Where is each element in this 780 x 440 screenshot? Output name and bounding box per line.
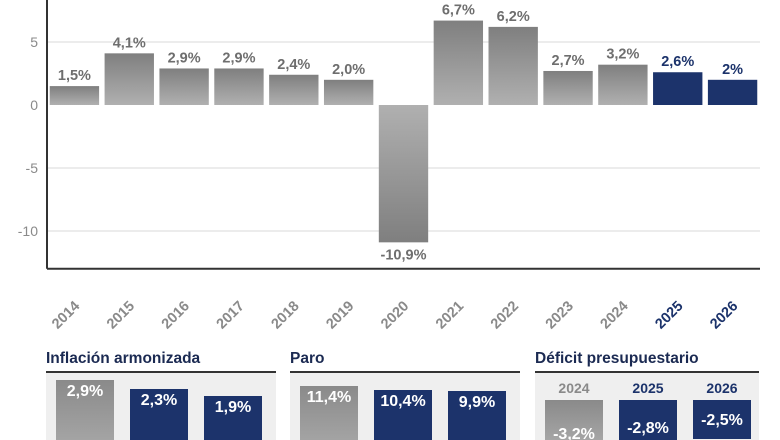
y-axis: 5 0 -5 -10 <box>18 0 760 270</box>
mini-bar-label: -2,5% <box>701 412 743 429</box>
x-tick-label-2024: 2024 <box>598 298 632 330</box>
x-tick-label-2021: 2021 <box>433 298 467 330</box>
mini-bar: 11,4% <box>300 386 358 440</box>
x-tick-label-2025: 2025 <box>652 298 686 330</box>
panel-rule <box>290 371 520 373</box>
bar-2016 <box>159 68 209 105</box>
unemployment-panel: Paro 11,4% 10,4% 9,9% <box>290 340 520 440</box>
bar-2021 <box>433 20 484 105</box>
bar-label-2014: 1,5% <box>58 68 91 84</box>
year-label-2025: 2025 <box>632 380 664 396</box>
mini-bar-label: 9,9% <box>458 394 496 412</box>
panel-title: Inflación armonizada <box>46 350 201 367</box>
bar-label-2020: -10,9% <box>381 247 427 263</box>
x-tick-label-2026: 2026 <box>707 298 741 330</box>
bar-labels: 1,5% 4,1% 2,9% 2,9% 2,4% 2,0% -10,9% 6,7% 6,2% 2,… <box>58 3 743 264</box>
panel-title: Paro <box>290 350 325 367</box>
mini-bar: 9,9% <box>448 391 506 440</box>
bar-2026 <box>707 79 758 105</box>
bar-2015 <box>104 53 154 105</box>
bar-label-2019: 2,0% <box>332 62 365 78</box>
bar-label-2016: 2,9% <box>168 50 201 66</box>
panel-rule <box>46 371 276 373</box>
panel-rule <box>535 371 759 373</box>
mini-bar: -2,8% <box>619 400 677 440</box>
bar-2020 <box>378 105 429 243</box>
mini-bar: 2,3% <box>130 389 188 440</box>
bar-label-2023: 2,7% <box>552 53 585 69</box>
y-tick-label: 5 <box>30 34 38 50</box>
bar-2024 <box>598 64 648 105</box>
bar-label-2021: 6,7% <box>442 3 475 19</box>
x-axis: 2014 2015 2016 2017 2018 2019 2020 2021 2022 2023… <box>49 298 741 330</box>
bar-2023 <box>543 70 593 105</box>
bar-2014 <box>49 86 100 105</box>
y-tick-label: -10 <box>18 223 38 239</box>
mini-bar: 10,4% <box>374 389 432 440</box>
x-tick-label-2023: 2023 <box>543 298 577 330</box>
mini-bar-label: 11,4% <box>306 389 352 407</box>
bar-label-2017: 2,9% <box>222 50 255 66</box>
inflation-panel: Inflación armonizada 2,9% 2,3% 1,9% <box>46 340 276 440</box>
x-tick-label-2016: 2016 <box>159 298 193 330</box>
x-tick-label-2014: 2014 <box>49 298 83 330</box>
bar-label-2026: 2% <box>722 62 743 78</box>
bar-label-2022: 6,2% <box>497 9 530 25</box>
y-tick-label: 0 <box>30 97 38 113</box>
x-tick-label-2022: 2022 <box>488 298 522 330</box>
y-tick-label: -5 <box>26 160 39 176</box>
bars <box>49 20 758 243</box>
mini-bar: 2,9% <box>56 379 114 440</box>
bar-2018 <box>269 74 319 105</box>
year-label-2024: 2024 <box>558 380 590 396</box>
x-tick-label-2015: 2015 <box>104 298 138 330</box>
mini-bar-label: 1,9% <box>214 398 252 416</box>
deficit-panel: Déficit presupuestario 2024 -3,2% 2025 -2,8… <box>535 340 759 440</box>
bar-2019 <box>323 79 374 105</box>
x-tick-label-2019: 2019 <box>323 298 357 330</box>
bar-label-2024: 3,2% <box>606 47 639 63</box>
mini-bar-label: 2,3% <box>140 392 178 410</box>
mini-bar-label: 10,4% <box>380 392 426 410</box>
bar-2025 <box>653 72 703 105</box>
bar-label-2018: 2,4% <box>277 57 310 73</box>
x-tick-label-2017: 2017 <box>214 298 248 330</box>
bar-2017 <box>214 68 264 105</box>
mini-bar-label: -2,8% <box>627 420 669 437</box>
mini-bar: 1,9% <box>204 395 262 440</box>
panel-title: Déficit presupuestario <box>535 350 699 367</box>
bar-label-2025: 2,6% <box>661 54 694 70</box>
year-label-2026: 2026 <box>706 380 738 396</box>
bar-label-2015: 4,1% <box>113 35 146 51</box>
mini-bar-label: 2,9% <box>66 382 104 400</box>
x-tick-label-2018: 2018 <box>269 298 303 330</box>
mini-bar: -2,5% <box>693 400 751 439</box>
mini-bar: -3,2% <box>545 400 603 440</box>
bar-2022 <box>488 26 538 106</box>
x-tick-label-2020: 2020 <box>378 298 412 330</box>
gdp-bar-chart: 5 0 -5 -10 1,5% 4,1% 2,9% 2,9% 2,4% 2,0% -10,9% 6,… <box>18 0 760 330</box>
mini-bar-label: -3,2% <box>553 426 595 440</box>
